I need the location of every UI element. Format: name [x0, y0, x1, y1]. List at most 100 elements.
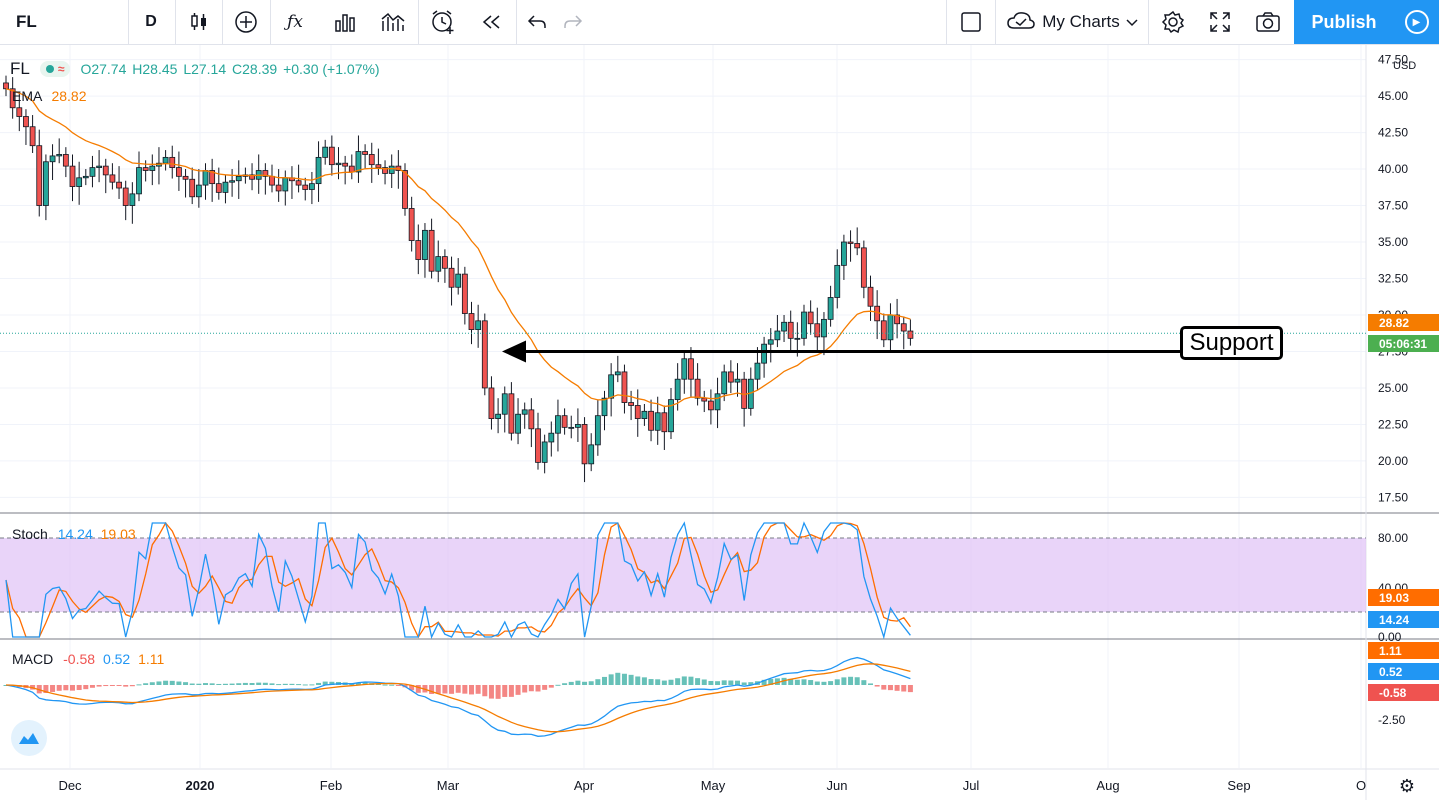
- legend-symbol: FL: [10, 59, 30, 78]
- candle-up: [229, 180, 236, 183]
- macd-histogram-bar: [868, 683, 873, 685]
- candle-up: [827, 297, 834, 320]
- ema-legend[interactable]: EMA 28.82: [12, 88, 87, 104]
- macd-histogram-bar: [389, 684, 395, 686]
- candle-down: [461, 273, 468, 314]
- interval-button[interactable]: D: [145, 13, 157, 30]
- macd-legend[interactable]: MACD -0.58 0.52 1.11: [12, 651, 164, 667]
- candle-up: [714, 393, 721, 411]
- camera-icon[interactable]: [1245, 0, 1291, 44]
- ema-value: 28.82: [51, 88, 87, 104]
- macd-histogram-bar: [508, 685, 514, 697]
- change-value: +0.30 (+1.07%): [283, 61, 380, 77]
- my-charts-button[interactable]: My Charts: [996, 0, 1148, 44]
- undo-icon[interactable]: [518, 0, 556, 44]
- macd-histogram-bar: [96, 685, 102, 687]
- candle-up: [774, 330, 781, 341]
- stoch-k-value: 14.24: [57, 526, 93, 542]
- chart-settings-gear-icon[interactable]: ⚙: [1398, 775, 1416, 796]
- candle-up: [588, 444, 595, 465]
- time-tick-label: Mar: [437, 778, 460, 793]
- price-tick-label: 17.50: [1378, 490, 1408, 504]
- candle-down: [727, 371, 734, 383]
- macd-histogram-bar: [475, 685, 481, 694]
- macd-histogram-bar: [641, 677, 647, 685]
- toolbar-divider: [270, 0, 271, 44]
- macd-histogram-bar: [43, 685, 49, 693]
- support-annotation-label[interactable]: Support: [1180, 326, 1283, 360]
- price-tick-label: 20.00: [1378, 454, 1408, 468]
- candle-down: [342, 162, 349, 167]
- macd-histogram-bar: [788, 678, 794, 685]
- gear-icon[interactable]: [1150, 0, 1196, 44]
- candle-down: [29, 126, 36, 147]
- candle-down: [900, 323, 907, 332]
- candle-down: [581, 424, 588, 465]
- macd-histogram-bar: [695, 678, 701, 685]
- macd-histogram-bar: [582, 681, 588, 685]
- candle-up: [681, 358, 688, 380]
- fullscreen-icon[interactable]: [1197, 0, 1243, 44]
- candle-down: [814, 323, 821, 338]
- macd-hist-tag: -0.58: [1368, 684, 1439, 701]
- time-tick-label: Aug: [1096, 778, 1119, 793]
- compare-add-icon[interactable]: [225, 0, 267, 44]
- candle-up: [315, 156, 322, 185]
- top-toolbar: FL D ƒx My Charts: [0, 0, 1439, 45]
- time-tick-label: Dec: [58, 778, 82, 793]
- chevron-down-icon: [1126, 12, 1138, 32]
- candle-down: [102, 165, 109, 176]
- macd-tick-label: -2.50: [1378, 713, 1406, 727]
- candle-down: [182, 175, 189, 180]
- symbol-search-button[interactable]: FL: [16, 12, 37, 31]
- candles-style-icon[interactable]: [178, 0, 220, 44]
- candle-down: [16, 107, 23, 117]
- macd-histogram-bar: [841, 677, 847, 685]
- candle-down: [9, 88, 16, 109]
- stoch-legend[interactable]: Stoch 14.24 19.03: [12, 526, 136, 542]
- play-icon[interactable]: ▶: [1394, 0, 1439, 44]
- candle-up: [541, 441, 548, 463]
- tradingview-logo-icon[interactable]: [11, 720, 47, 756]
- candle-up: [767, 339, 774, 345]
- time-tick-label: Jul: [963, 778, 980, 793]
- candle-down: [441, 256, 448, 269]
- main-legend: FL ≈ O27.74 H28.45 L27.14 C28.39 +0.30 (…: [10, 59, 382, 79]
- macd-histogram-bar: [801, 679, 807, 685]
- macd-histogram-bar: [794, 679, 800, 685]
- macd-label: MACD: [12, 651, 54, 667]
- macd-histogram-bar: [828, 681, 834, 685]
- candle-up: [162, 156, 169, 164]
- candle-down: [528, 409, 535, 430]
- candle-up: [754, 362, 761, 380]
- macd-histogram-bar: [176, 681, 182, 685]
- chart-area[interactable]: Dec 2020 Feb Mar Apr May Jun Jul Aug Sep O 47.50 45.…: [0, 45, 1439, 800]
- financials-icon[interactable]: [370, 0, 416, 44]
- macd-histogram-bar: [462, 685, 468, 694]
- macd-histogram-bar: [242, 682, 248, 685]
- price-tick-label: 47.50: [1378, 53, 1408, 67]
- candle-down: [648, 410, 654, 431]
- macd-histogram-bar: [741, 682, 747, 685]
- stoch-d-tag: 19.03: [1368, 589, 1439, 606]
- ema-line: [5, 88, 911, 408]
- alert-clock-icon[interactable]: [420, 0, 466, 44]
- layout-select-icon[interactable]: [948, 0, 994, 44]
- price-tick-label: 42.50: [1378, 126, 1408, 140]
- publish-button[interactable]: Publish: [1294, 0, 1394, 44]
- candle-down: [428, 229, 435, 272]
- macd-histogram-bar: [249, 682, 255, 685]
- macd-histogram-bar: [229, 683, 235, 685]
- indicators-fx-icon[interactable]: ƒx: [287, 12, 303, 32]
- candle-down: [860, 247, 867, 288]
- chart-canvas[interactable]: Dec 2020 Feb Mar Apr May Jun Jul Aug Sep O 47.50 45.…: [0, 45, 1439, 800]
- candle-down: [867, 286, 874, 307]
- candle-down: [880, 320, 887, 341]
- macd-histogram-bar: [83, 685, 89, 690]
- replay-rewind-icon[interactable]: [468, 0, 514, 44]
- candle-down: [488, 387, 495, 420]
- templates-icon[interactable]: [322, 0, 368, 44]
- macd-histogram-bar: [528, 685, 534, 692]
- candle-up: [601, 397, 608, 417]
- redo-icon[interactable]: [556, 0, 590, 44]
